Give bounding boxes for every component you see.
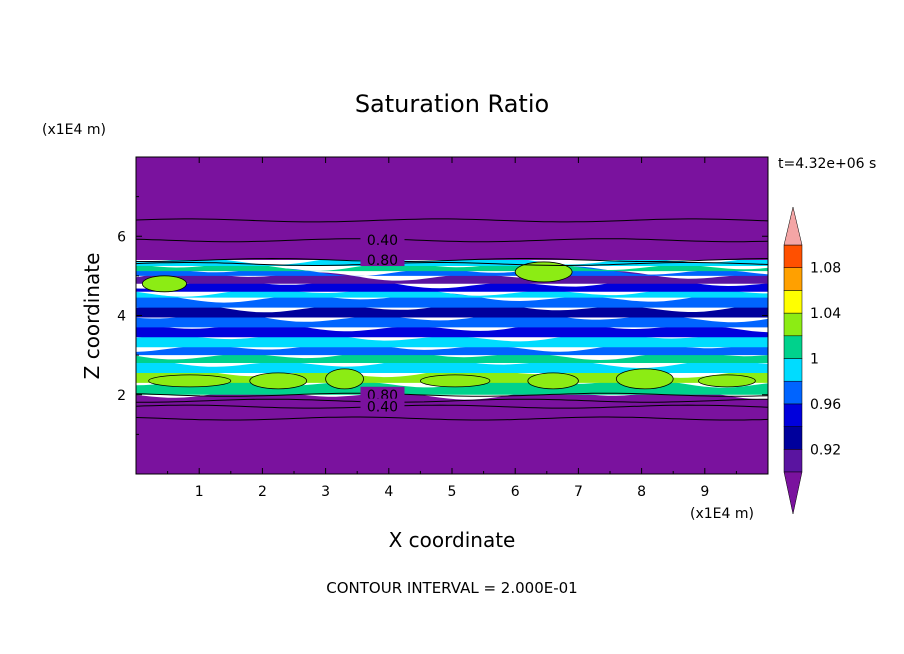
colorbar-segment (783, 449, 803, 473)
x-tick-label: 2 (258, 484, 267, 500)
colorbar-over-arrow (783, 206, 803, 246)
contour-band (136, 266, 768, 277)
y-axis-ticks: 2 4 6 (117, 196, 768, 435)
colorbar-segment (783, 267, 803, 291)
x-tick-label: 7 (574, 484, 583, 500)
colorbar-label: 1.08 (810, 261, 841, 277)
contour-band (136, 342, 768, 356)
contour-label: 0.40 (367, 233, 398, 249)
colorbar-segment (783, 358, 803, 382)
x-tick-label: 5 (448, 484, 457, 500)
contour-band (136, 287, 768, 298)
colorbar-label: 0.96 (810, 397, 841, 413)
contour-patch (148, 374, 232, 388)
contour-band (136, 278, 768, 292)
colorbar-segment (783, 312, 803, 337)
contour-line (136, 257, 768, 262)
contour-patch-layer (141, 261, 756, 390)
x-axis-label: X coordinate (389, 528, 516, 552)
colorbar-segment (783, 335, 803, 359)
contour-line (136, 262, 768, 266)
colorbar: 0.92 0.96 1 1.04 1.08 (783, 206, 841, 515)
colorbar-label: 1 (810, 352, 819, 368)
contour-fill-layer (136, 157, 768, 474)
x-tick-label: 3 (321, 484, 330, 500)
x-tick-label: 9 (700, 484, 709, 500)
y-axis-label: Z coordinate (80, 253, 104, 380)
contour-band (136, 255, 768, 266)
contour-band (136, 302, 768, 318)
contour-line (136, 404, 768, 409)
y-unit-label: (x1E4 m) (42, 122, 106, 138)
x-tick-label: 4 (384, 484, 393, 500)
colorbar-segment (783, 426, 803, 450)
contour-interval-footer: CONTOUR INTERVAL = 2.000E-01 (326, 579, 577, 597)
contour-line (136, 392, 768, 397)
contour-band (136, 261, 768, 272)
contour-line (136, 416, 768, 421)
y-tick-label: 6 (117, 229, 126, 245)
colorbar-segment (783, 244, 803, 268)
contour-patch (249, 372, 308, 390)
x-unit-label: (x1E4 m) (690, 506, 754, 522)
time-label: t=4.32e+06 s (778, 156, 876, 172)
colorbar-label: 0.92 (810, 442, 841, 458)
contour-patch (514, 261, 573, 283)
contour-line (136, 398, 768, 403)
colorbar-under-arrow (783, 471, 803, 515)
x-tick-label: 8 (637, 484, 646, 500)
contour-line-layer (136, 218, 768, 421)
contour-label-layer: 0.400.800.800.40 (360, 232, 405, 416)
contour-label-bg (360, 232, 405, 247)
contour-band (136, 358, 768, 373)
contour-label-bg (360, 252, 405, 267)
contour-band (136, 389, 768, 474)
colorbar-label: 1.04 (810, 306, 841, 322)
contour-label: 0.40 (367, 400, 398, 416)
contour-band (136, 312, 768, 328)
chart-title: Saturation Ratio (355, 90, 549, 118)
contour-line (136, 218, 768, 223)
colorbar-segment (783, 380, 803, 405)
x-axis-ticks: 1 2 3 4 5 6 7 8 9 (167, 157, 737, 500)
contour-line (136, 238, 768, 243)
contour-patch (141, 275, 187, 293)
contour-band (136, 157, 768, 261)
plot-area: 0.400.800.800.40 (136, 157, 768, 474)
contour-band (136, 350, 768, 364)
colorbar-segment (783, 290, 803, 314)
colorbar-segment (783, 403, 803, 427)
contour-label-bg (360, 398, 405, 413)
contour-patch (615, 368, 674, 390)
x-tick-label: 1 (195, 484, 204, 500)
contour-patch (419, 374, 491, 388)
y-tick-label: 4 (117, 309, 126, 325)
contour-patch (527, 372, 579, 390)
y-tick-label: 2 (117, 388, 126, 404)
x-tick-label: 6 (511, 484, 520, 500)
contour-label-bg (360, 386, 405, 401)
contour-patch (325, 368, 364, 390)
contour-label: 0.80 (367, 253, 398, 269)
contour-patch (698, 374, 756, 388)
